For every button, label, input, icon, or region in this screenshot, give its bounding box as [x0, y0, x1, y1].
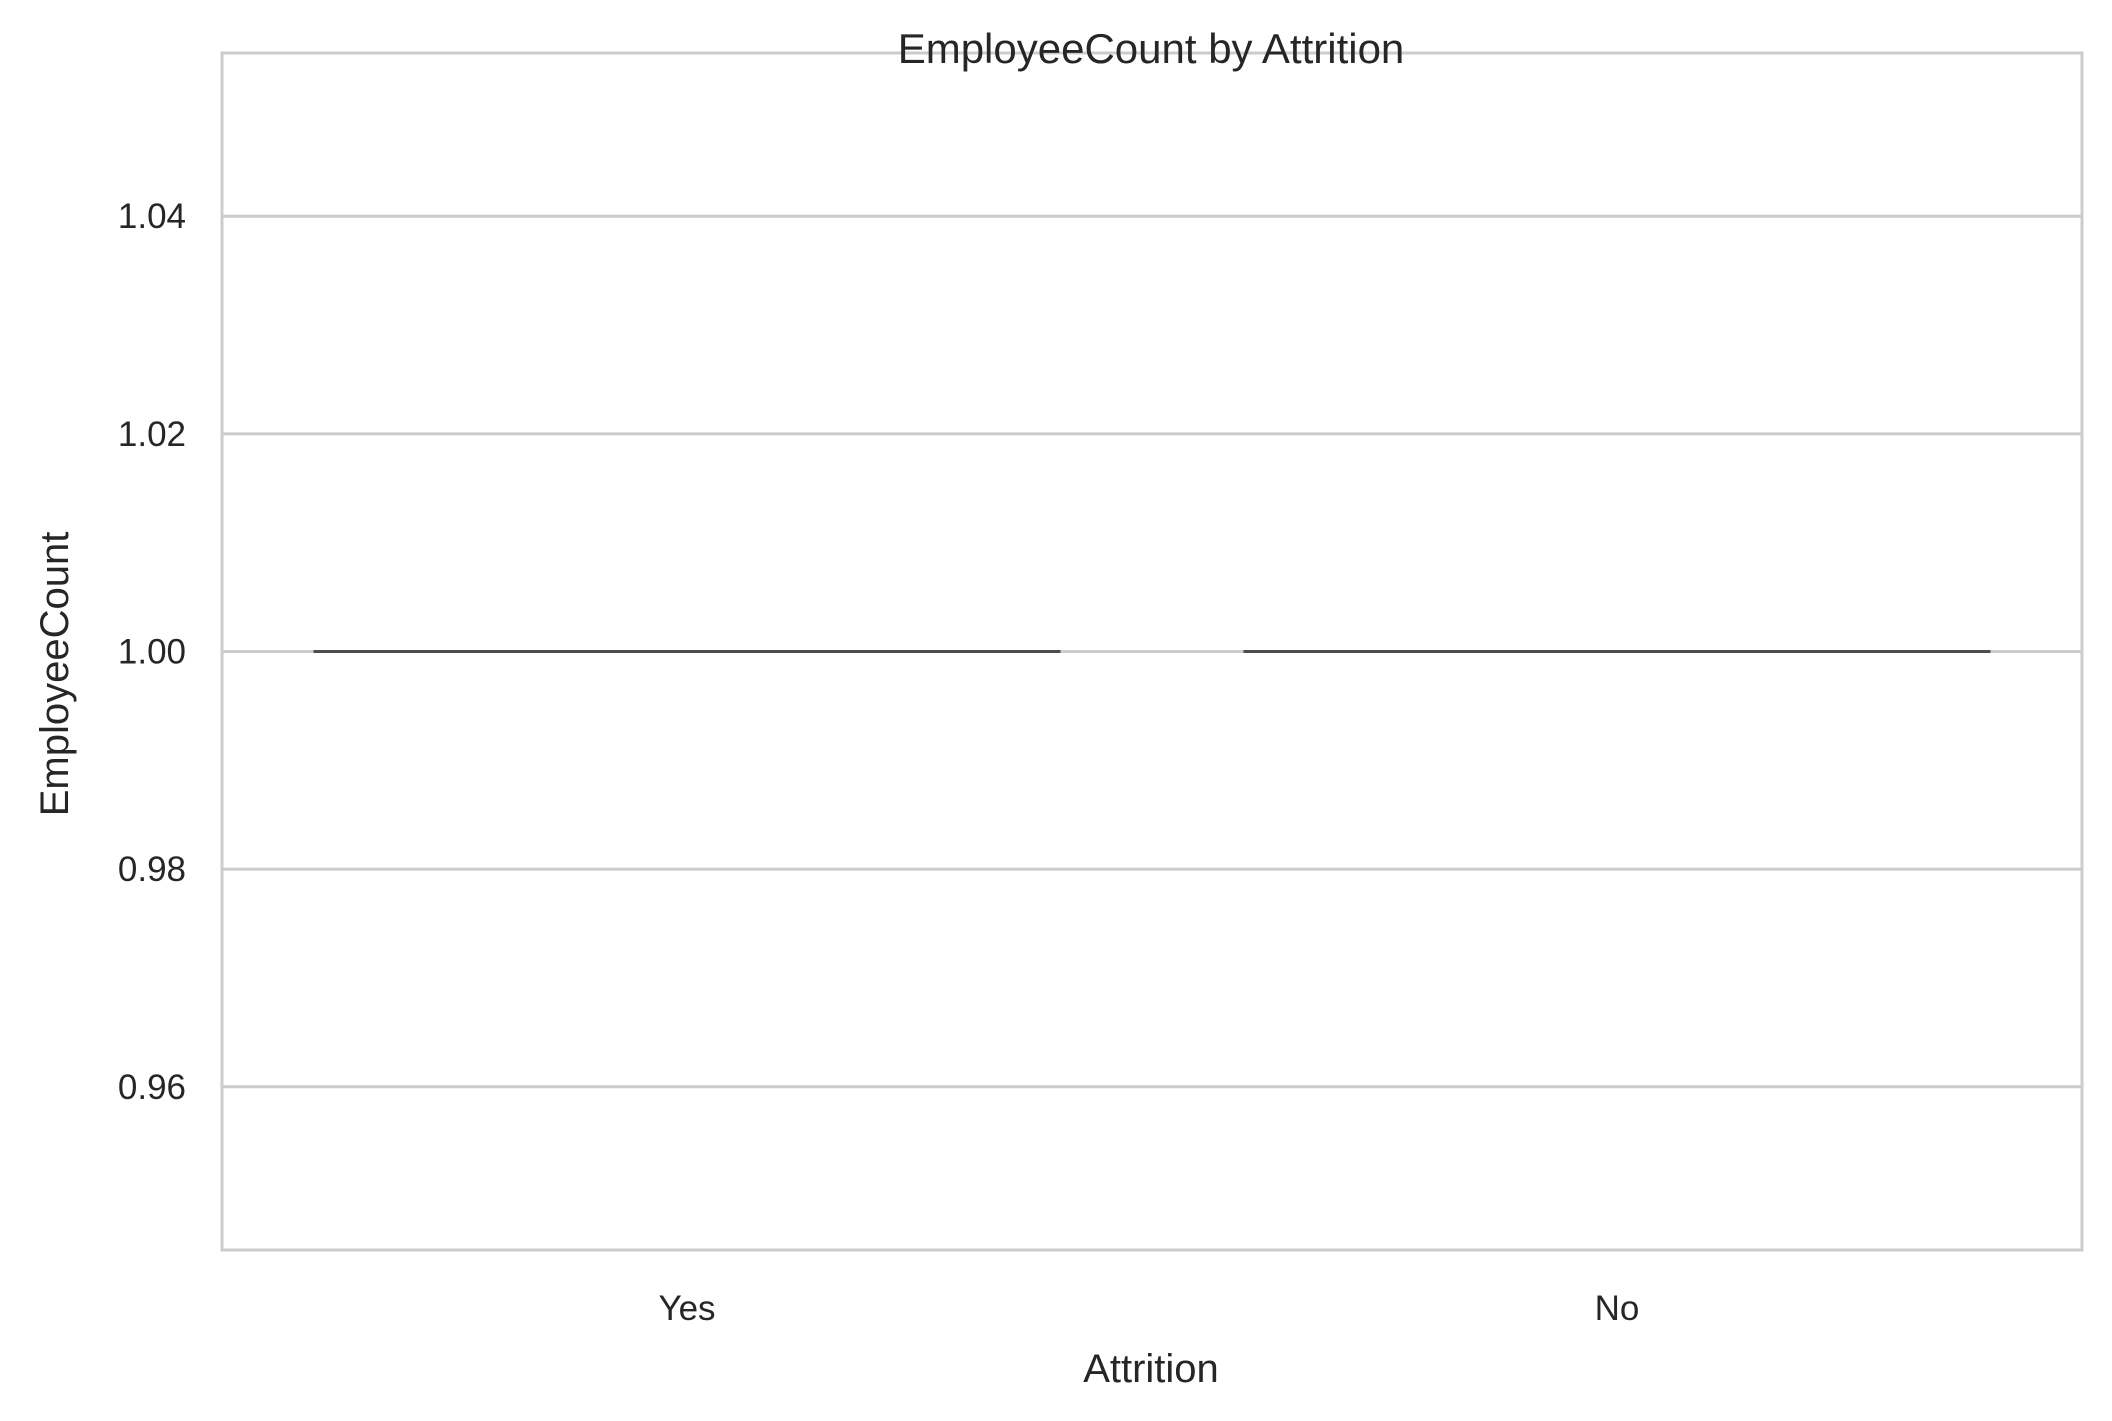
plot-area-frame [220, 51, 2084, 1252]
y-tick-label: 1.00 [118, 633, 186, 672]
y-tick-label: 1.02 [118, 415, 186, 454]
x-tick-labels: Yes No [658, 1289, 1639, 1328]
y-axis-label: EmployeeCount [33, 532, 77, 817]
x-axis-label: Attrition [1083, 1347, 1219, 1391]
y-tick-label: 0.96 [118, 1068, 186, 1107]
y-tick-label: 1.04 [118, 197, 186, 236]
y-tick-labels: 0.96 0.98 1.00 1.02 1.04 [118, 197, 186, 1107]
y-tick-label: 0.98 [118, 850, 186, 889]
x-tick-label-yes: Yes [658, 1289, 715, 1328]
x-tick-label-no: No [1595, 1289, 1640, 1328]
chart-title: EmployeeCount by Attrition [898, 25, 1405, 72]
